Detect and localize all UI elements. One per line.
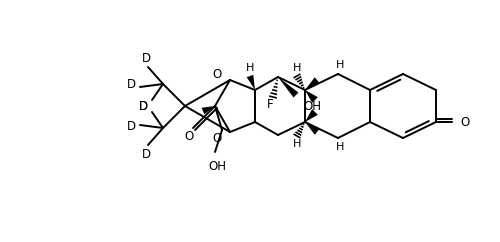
Polygon shape [246, 75, 255, 90]
Text: O: O [213, 68, 222, 81]
Text: D: D [138, 99, 147, 113]
Polygon shape [305, 109, 318, 122]
Text: D: D [126, 121, 136, 134]
Text: D: D [138, 99, 147, 113]
Text: H: H [246, 63, 254, 73]
Text: OH: OH [303, 100, 321, 113]
Polygon shape [305, 90, 318, 103]
Text: H: H [336, 60, 344, 70]
Polygon shape [305, 77, 319, 90]
Text: D: D [142, 148, 150, 160]
Text: OH: OH [208, 159, 226, 173]
Text: F: F [266, 98, 274, 112]
Text: O: O [460, 115, 469, 129]
Text: H: H [293, 139, 301, 149]
Polygon shape [305, 122, 319, 135]
Text: D: D [142, 53, 150, 66]
Text: H: H [293, 63, 301, 73]
Polygon shape [202, 106, 215, 114]
Text: D: D [126, 78, 136, 91]
Text: H: H [336, 142, 344, 152]
Polygon shape [278, 77, 298, 98]
Text: O: O [213, 131, 222, 144]
Text: O: O [184, 129, 194, 143]
